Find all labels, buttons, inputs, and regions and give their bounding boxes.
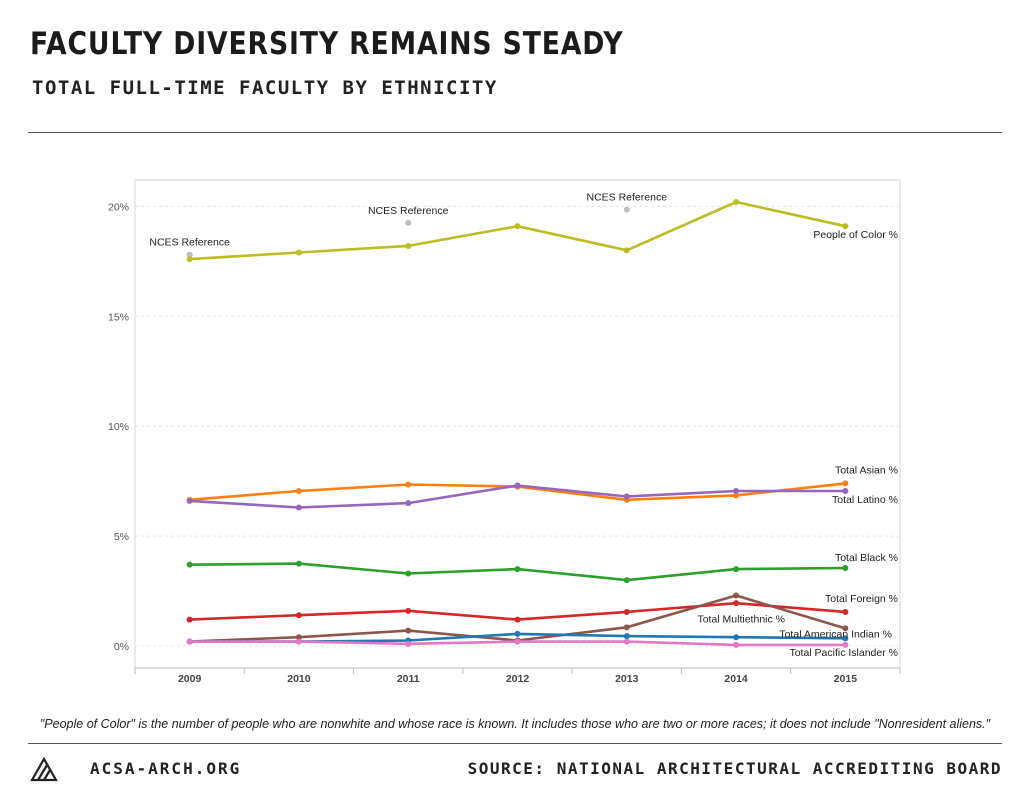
y-tick-label: 20% xyxy=(108,201,129,213)
data-point xyxy=(514,482,521,489)
x-tick-label: 2010 xyxy=(287,673,311,685)
y-tick-label: 10% xyxy=(108,421,129,433)
data-point xyxy=(733,592,740,599)
reference-point xyxy=(405,219,412,226)
data-point xyxy=(405,500,412,507)
data-point xyxy=(186,497,193,504)
data-point xyxy=(186,256,193,263)
reference-label: NCES Reference xyxy=(368,205,449,217)
data-point xyxy=(733,198,740,205)
series-label: Total Foreign % xyxy=(825,593,898,605)
data-point xyxy=(623,577,630,584)
data-point xyxy=(295,634,302,641)
x-tick-label: 2013 xyxy=(615,673,639,685)
data-point xyxy=(405,640,412,647)
data-point xyxy=(842,635,849,642)
data-point xyxy=(733,492,740,499)
data-point xyxy=(295,504,302,511)
data-point xyxy=(842,480,849,487)
data-point xyxy=(842,608,849,615)
series-label: Total Pacific Islander % xyxy=(789,647,898,659)
series-label: Total Latino % xyxy=(832,494,898,506)
footer-divider xyxy=(28,743,1002,744)
data-point xyxy=(623,247,630,254)
data-point xyxy=(514,638,521,645)
data-point xyxy=(514,630,521,637)
data-point xyxy=(405,242,412,249)
page-title: FACULTY DIVERSITY REMAINS STEADY xyxy=(30,26,624,62)
data-point xyxy=(295,488,302,495)
data-point xyxy=(733,641,740,648)
data-point xyxy=(733,566,740,573)
line-chart: 0% 5% 10% 15% 20% 2009 2010 2011 2012 2013 2014 201… xyxy=(108,179,901,685)
series-label: Total Asian % xyxy=(835,464,898,476)
data-point xyxy=(733,488,740,495)
data-point xyxy=(733,634,740,641)
data-point xyxy=(514,616,521,623)
reference-label: NCES Reference xyxy=(587,192,668,204)
data-point xyxy=(405,570,412,577)
data-point xyxy=(623,608,630,615)
data-point xyxy=(186,638,193,645)
series-line xyxy=(189,200,846,261)
x-tick-label: 2011 xyxy=(397,673,420,685)
series-label: Total Black % xyxy=(835,552,898,564)
x-tick-label: 2014 xyxy=(724,673,748,685)
series-label: Total Multiethnic % xyxy=(697,613,785,625)
data-point xyxy=(514,223,521,230)
data-point xyxy=(842,641,849,648)
data-point xyxy=(623,624,630,631)
header-divider xyxy=(28,132,1002,133)
data-point xyxy=(623,493,630,500)
data-point xyxy=(623,638,630,645)
footer-source: SOURCE: NATIONAL ARCHITECTURAL ACCREDITI… xyxy=(467,759,1002,778)
data-point xyxy=(514,566,521,573)
data-point xyxy=(405,607,412,614)
x-tick-label: 2012 xyxy=(506,673,530,685)
footer-site-link[interactable]: ACSA-ARCH.ORG xyxy=(90,759,242,778)
y-tick-label: 15% xyxy=(108,311,129,323)
x-tick-label: 2009 xyxy=(178,673,202,685)
reference-point xyxy=(186,251,193,258)
data-point xyxy=(842,564,849,571)
series-label: Total American Indian % xyxy=(779,628,892,640)
data-point xyxy=(295,612,302,619)
series-label: People of Color % xyxy=(813,229,898,241)
data-point xyxy=(733,600,740,607)
reference-label: NCES Reference xyxy=(149,237,230,249)
data-point xyxy=(186,561,193,568)
y-tick-label: 5% xyxy=(114,531,129,543)
y-tick-label: 0% xyxy=(114,641,129,653)
acsa-logo-icon xyxy=(30,756,58,782)
data-point xyxy=(405,627,412,634)
page-subtitle: TOTAL FULL-TIME FACULTY BY ETHNICITY xyxy=(32,77,498,99)
data-point xyxy=(842,488,849,495)
data-point xyxy=(842,625,849,632)
data-point xyxy=(295,249,302,256)
data-point xyxy=(186,616,193,623)
data-point xyxy=(842,223,849,230)
data-point xyxy=(295,638,302,645)
plot-area xyxy=(134,179,901,669)
data-point xyxy=(295,560,302,567)
reference-point xyxy=(623,206,630,213)
chart-footnote: "People of Color" is the number of peopl… xyxy=(39,717,991,731)
x-tick-label: 2015 xyxy=(834,673,858,685)
data-point xyxy=(623,633,630,640)
data-point xyxy=(405,481,412,488)
